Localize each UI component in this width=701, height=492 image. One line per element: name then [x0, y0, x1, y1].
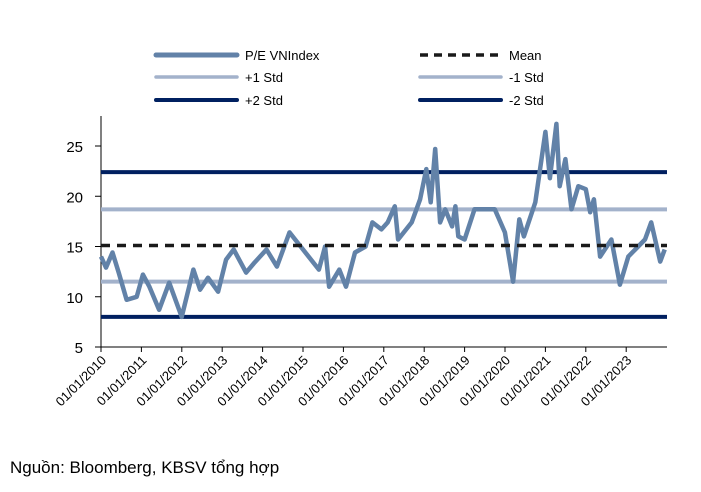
pe-chart: 51015202501/01/201001/01/201101/01/20120… — [52, 48, 667, 409]
y-tick-label: 15 — [66, 240, 83, 257]
legend-label: -1 Std — [509, 70, 544, 85]
legend-label: Mean — [509, 48, 542, 63]
series-pe-vnindex — [98, 121, 667, 320]
legend-label: +2 Std — [245, 93, 283, 108]
y-tick-label: 20 — [66, 189, 83, 206]
y-tick-label: 5 — [75, 340, 83, 357]
source-note: Nguồn: Bloomberg, KBSV tổng hợp — [10, 458, 280, 477]
y-tick-label: 10 — [66, 290, 83, 307]
legend-label: +1 Std — [245, 70, 283, 85]
legend-label: -2 Std — [509, 93, 544, 108]
legend-label: P/E VNIndex — [245, 48, 320, 63]
y-tick-label: 25 — [66, 139, 83, 156]
